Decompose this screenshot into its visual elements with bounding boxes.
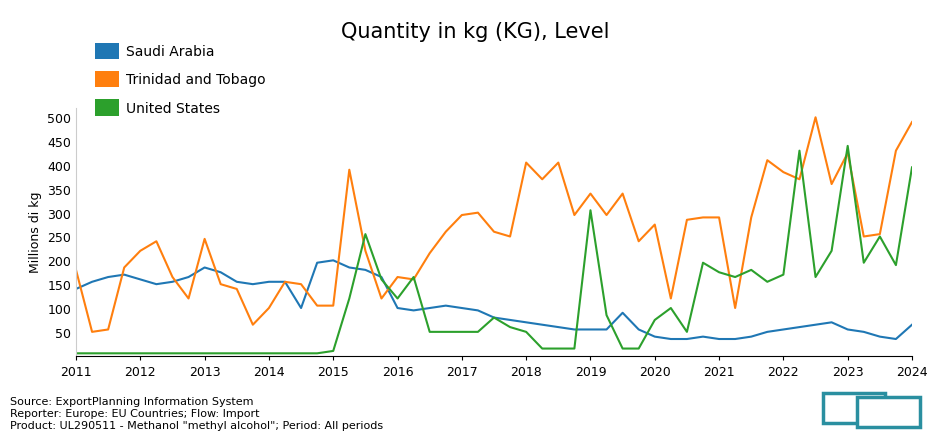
Trinidad and Tobago [585,191,597,197]
Trinidad and Tobago [70,268,82,273]
United States [842,144,853,149]
Saudi Arabia [633,327,644,332]
Y-axis label: Millions di kg: Millions di kg [28,191,42,273]
Text: Source: ExportPlanning Information System
Reporter: Europe: EU Countries; Flow: : Source: ExportPlanning Information Syste… [10,397,383,430]
Trinidad and Tobago [809,115,821,121]
Trinidad and Tobago [633,239,644,244]
Saudi Arabia [585,327,597,332]
United States [553,346,564,352]
United States [569,346,580,352]
United States [906,165,918,171]
Trinidad and Tobago [312,303,323,309]
Trinidad and Tobago [906,120,918,125]
Saudi Arabia [746,334,757,339]
United States [809,275,821,280]
United States [295,351,307,356]
Trinidad and Tobago [569,213,580,218]
United States [70,351,82,356]
United States [713,270,725,275]
Saudi Arabia [617,310,628,316]
Line: Trinidad and Tobago: Trinidad and Tobago [76,118,912,332]
Saudi Arabia [569,327,580,332]
Line: United States: United States [76,147,912,354]
Saudi Arabia [328,258,339,263]
United States [600,313,612,318]
Saudi Arabia [665,337,676,342]
Text: Trinidad and Tobago: Trinidad and Tobago [126,73,266,87]
Saudi Arabia [906,322,918,328]
Line: Saudi Arabia: Saudi Arabia [76,261,912,339]
FancyBboxPatch shape [857,397,920,427]
Trinidad and Tobago [86,329,98,335]
Saudi Arabia [70,287,82,292]
Saudi Arabia [295,306,307,311]
Trinidad and Tobago [617,191,628,197]
Text: Saudi Arabia: Saudi Arabia [126,45,215,59]
Text: Quantity in kg (KG), Level: Quantity in kg (KG), Level [341,22,609,42]
Text: United States: United States [126,102,220,115]
Trinidad and Tobago [730,306,741,311]
